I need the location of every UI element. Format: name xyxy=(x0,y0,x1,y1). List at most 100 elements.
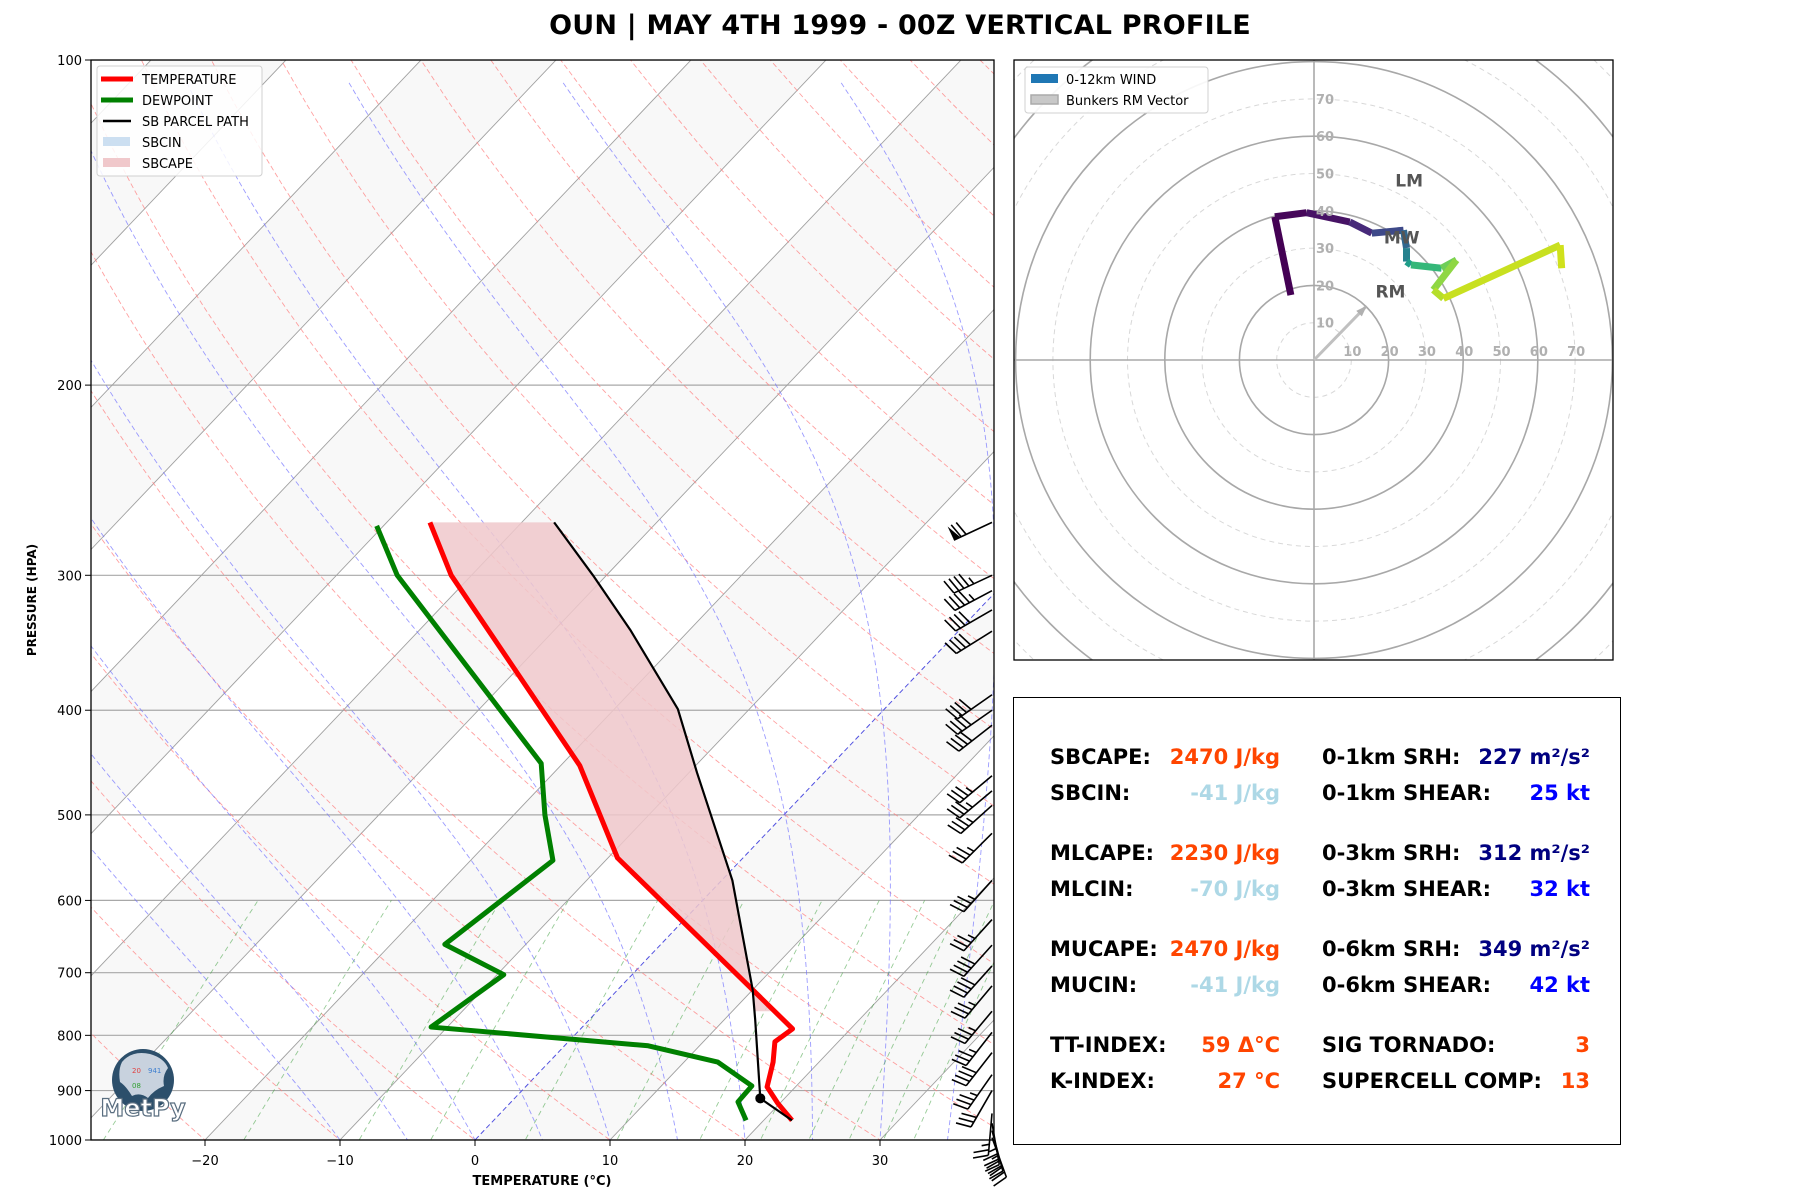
y-tick-label: 400 xyxy=(57,704,82,719)
isotherm xyxy=(91,60,422,409)
stats-row: SBCAPE: 2470 J/kg 0-1km SRH: 227 m²/s² xyxy=(1014,743,1620,771)
stats-row: MUCIN: -41 J/kg 0-6km SHEAR: 42 kt xyxy=(1014,971,1620,999)
wind-barb xyxy=(949,919,993,952)
mixing-ratio-line xyxy=(808,900,926,1140)
dry-adiabat xyxy=(280,60,994,807)
stat-label: 0-3km SRH: xyxy=(1322,841,1461,865)
wind-barb xyxy=(955,1090,993,1128)
wind-barb xyxy=(949,879,993,913)
dry-adiabat xyxy=(91,780,476,1140)
stat-label: MUCIN: xyxy=(1050,973,1138,997)
mixing-ratio-line xyxy=(358,900,502,1140)
hodograph-label-rm: RM xyxy=(1375,282,1405,302)
y-tick-label: 700 xyxy=(57,967,82,982)
stats-row: K-INDEX: 27 °C SUPERCELL COMP: 13 xyxy=(1014,1067,1620,1095)
legend-swatch-wind xyxy=(1031,74,1058,83)
hodograph-ring-label-v: 20 xyxy=(1316,279,1334,294)
y-tick-label: 600 xyxy=(57,894,82,909)
wind-barb xyxy=(950,985,993,1019)
sbcape-area xyxy=(429,522,775,1012)
mixing-ratio-line xyxy=(699,900,823,1140)
wind-barb xyxy=(947,521,993,541)
stat-value: -41 J/kg xyxy=(1190,781,1280,805)
parcel-path-line xyxy=(553,521,793,1122)
hodograph-ring-label-u: 30 xyxy=(1418,345,1436,360)
stat-label: 0-6km SRH: xyxy=(1322,937,1461,961)
hodograph-ring-label-v: 60 xyxy=(1316,130,1334,145)
wind-barb xyxy=(972,1113,993,1159)
stat-value: 59 Δ°C xyxy=(1201,1033,1280,1057)
wind-barb xyxy=(945,709,993,735)
stat-label: 0-6km SHEAR: xyxy=(1322,973,1491,997)
hodograph-legend: 0-12km WIND Bunkers RM Vector xyxy=(1024,66,1209,114)
wind-barb xyxy=(944,609,993,632)
isotherm xyxy=(91,60,287,266)
isotherm xyxy=(91,60,962,977)
legend-label-sbcin: SBCIN xyxy=(142,136,182,151)
stat-value: 27 °C xyxy=(1217,1069,1280,1093)
moist-adiabat xyxy=(91,753,409,1140)
legend-label-parcel: SB PARCEL PATH xyxy=(142,115,249,130)
stat-value: 2230 J/kg xyxy=(1169,841,1280,865)
legend-swatch-sbcape xyxy=(103,158,130,167)
dry-adiabat xyxy=(490,60,994,580)
hodograph-ring-label-u: 10 xyxy=(1343,345,1361,360)
hodograph-segment xyxy=(1556,244,1566,269)
stat-value: -70 J/kg xyxy=(1190,877,1280,901)
wind-barb xyxy=(946,724,993,752)
stat-value: 2470 J/kg xyxy=(1169,937,1280,961)
wind-barb xyxy=(948,832,993,864)
legend-label-wind: 0-12km WIND xyxy=(1066,73,1156,88)
moist-adiabat xyxy=(91,847,341,1140)
hodograph-segment xyxy=(1410,261,1442,272)
x-tick-label: 20 xyxy=(737,1154,754,1169)
isotherm xyxy=(91,60,827,835)
moist-adiabat xyxy=(91,645,476,1140)
mixing-ratio-line xyxy=(848,900,963,1140)
mixing-ratio-line xyxy=(102,900,259,1140)
legend-label-temperature: TEMPERATURE xyxy=(141,73,237,88)
moist-adiabat xyxy=(91,359,611,1140)
hodograph-segment xyxy=(1431,287,1446,302)
stat-value: 3 xyxy=(1575,1033,1590,1057)
isotherm xyxy=(339,450,994,1140)
hodograph-segment xyxy=(1274,209,1307,221)
hodograph-ring-label-v: 40 xyxy=(1316,205,1334,220)
x-tick-label: 10 xyxy=(602,1154,619,1169)
stat-label: 0-1km SRH: xyxy=(1322,745,1461,769)
hodograph-segment xyxy=(1348,218,1374,237)
wind-barb xyxy=(944,630,993,655)
dry-adiabat xyxy=(0,60,94,1163)
mixing-ratio-line xyxy=(913,961,994,1140)
y-tick-label: 300 xyxy=(57,569,82,584)
x-tick-label: −10 xyxy=(326,1154,353,1169)
dry-adiabat xyxy=(91,102,994,1046)
wind-barb xyxy=(951,1052,993,1087)
stat-label: SBCIN: xyxy=(1050,781,1131,805)
hodograph-segment xyxy=(1430,257,1460,293)
stat-value: 42 kt xyxy=(1529,973,1590,997)
hodograph-segment xyxy=(1371,226,1404,237)
isotherm xyxy=(204,308,994,1140)
stat-label: TT-INDEX: xyxy=(1050,1033,1167,1057)
stats-row: MUCAPE: 2470 J/kg 0-6km SRH: 349 m²/s² xyxy=(1014,935,1620,963)
stat-value: 25 kt xyxy=(1529,781,1590,805)
stat-value: 13 xyxy=(1560,1069,1590,1093)
hodograph-segment xyxy=(1404,258,1414,268)
hodograph-frame xyxy=(1013,59,1614,661)
hodograph-ring-label-v: 30 xyxy=(1316,242,1334,257)
hodograph-segment xyxy=(1400,229,1410,249)
mixing-ratio-line xyxy=(524,900,659,1140)
dry-adiabat xyxy=(91,652,611,1140)
mixing-ratio-line xyxy=(759,900,880,1140)
dry-adiabat xyxy=(210,60,994,885)
skew-t-legend: TEMPERATURE DEWPOINT SB PARCEL PATH SBCI… xyxy=(96,65,263,177)
stats-row: MLCAPE: 2230 J/kg 0-3km SRH: 312 m²/s² xyxy=(1014,839,1620,867)
stat-value: 349 m²/s² xyxy=(1478,937,1590,961)
hodograph-ring-label-v: 50 xyxy=(1316,168,1334,183)
stat-label: SBCAPE: xyxy=(1050,745,1151,769)
stat-label: 0-1km SHEAR: xyxy=(1322,781,1491,805)
hodograph-ring-label-v: 10 xyxy=(1316,317,1334,332)
stat-label: SUPERCELL COMP: xyxy=(1322,1069,1542,1093)
zero-isotherm xyxy=(474,592,994,1140)
